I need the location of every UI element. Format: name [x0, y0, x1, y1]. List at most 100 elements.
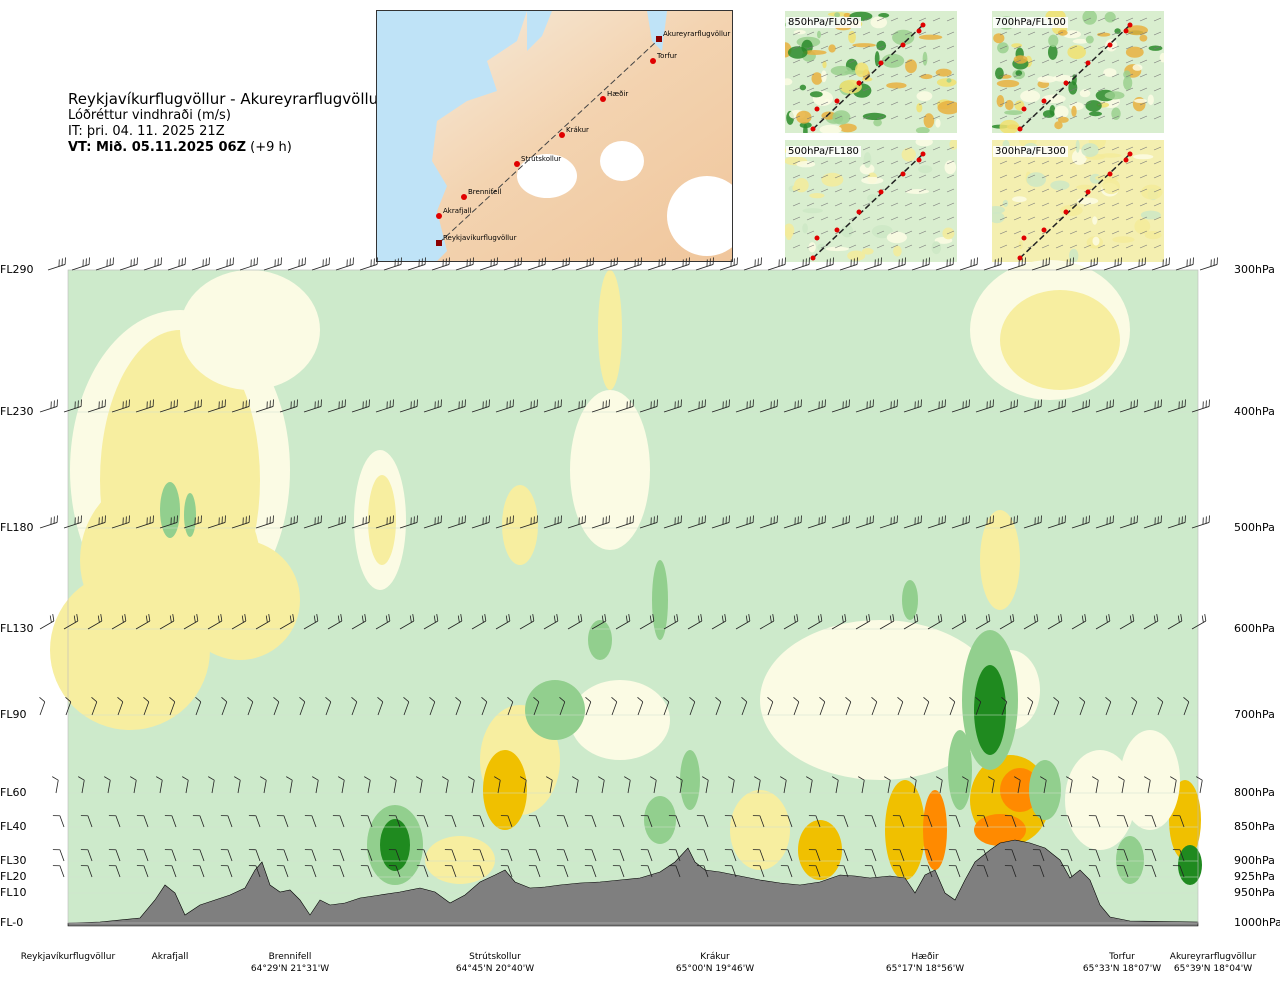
- wind-barb: [839, 264, 858, 271]
- route-line: [438, 40, 658, 244]
- wind-barb: [575, 780, 579, 794]
- wind-barb: [679, 780, 683, 794]
- wind-barb-flag: [182, 776, 189, 781]
- wind-barb: [1173, 780, 1177, 794]
- wind-barb: [549, 780, 553, 794]
- wind-barb: [647, 865, 653, 878]
- wind-barb: [619, 815, 625, 828]
- wind-barb-flag: [416, 776, 423, 781]
- left-axis-label: FL130: [0, 622, 34, 635]
- wind-barb-flag: [892, 614, 895, 622]
- wind-barb: [1179, 849, 1185, 862]
- station-name: Brennifell: [268, 952, 312, 962]
- wind-barb-flag: [1204, 614, 1207, 622]
- wind-barb: [535, 865, 541, 878]
- wind-barb: [71, 264, 90, 271]
- wind-barb: [351, 701, 358, 716]
- wind-barb: [591, 865, 597, 878]
- wind-barb-flag: [988, 776, 995, 781]
- route-point-marker: [656, 36, 662, 42]
- wind-barb: [339, 865, 345, 878]
- vertical-motion-region: [760, 620, 1000, 780]
- wind-barb: [787, 815, 793, 828]
- wind-barb-flag: [819, 696, 826, 703]
- wind-barb: [533, 701, 540, 716]
- left-axis-label: FL20: [0, 870, 27, 883]
- wind-barb: [315, 780, 319, 794]
- wind-barb: [787, 865, 793, 878]
- wind-barb: [479, 815, 485, 828]
- wind-barb: [311, 815, 317, 828]
- wind-barb: [169, 701, 176, 716]
- wind-barb: [911, 264, 930, 271]
- wind-barb-flag: [868, 614, 871, 622]
- wind-barb: [983, 865, 989, 878]
- left-axis-label: FL230: [0, 405, 34, 418]
- wind-barb-flag: [1036, 614, 1039, 622]
- wind-barb: [843, 865, 849, 878]
- wind-barb: [871, 701, 878, 716]
- wind-barb: [451, 815, 457, 828]
- wind-barb-flag: [1170, 776, 1177, 781]
- wind-barb: [59, 815, 65, 828]
- vertical-motion-region: [948, 730, 972, 810]
- wind-barb-flag: [916, 614, 919, 622]
- wind-barb: [383, 264, 402, 271]
- wind-barb: [311, 849, 317, 862]
- vertical-motion-region: [974, 665, 1006, 755]
- wind-barb: [1127, 264, 1146, 271]
- wind-barb-flag: [780, 776, 787, 781]
- wind-barb-flag: [841, 615, 844, 623]
- wind-barb: [899, 865, 905, 878]
- wind-barb: [783, 780, 787, 794]
- wind-barb-flag: [148, 614, 151, 622]
- title-block: Reykjavíkurflugvöllur - Akureyrarflugvöl…: [68, 90, 388, 156]
- wind-barb-flag: [377, 696, 384, 703]
- wind-barb: [143, 849, 149, 862]
- wind-barb: [591, 815, 597, 828]
- wind-barb: [705, 780, 709, 794]
- wind-barb-flag: [312, 776, 319, 781]
- wind-barb-flag: [1040, 776, 1047, 781]
- wind-barb-flag: [767, 696, 774, 703]
- terrain: [67, 839, 1199, 927]
- wind-barb-flag: [806, 776, 813, 781]
- wind-barb-flag: [468, 776, 475, 781]
- wind-barb-flag: [234, 776, 241, 781]
- wind-barb-flag: [1033, 615, 1036, 623]
- wind-barb-flag: [1009, 615, 1012, 623]
- wind-barb: [647, 264, 666, 271]
- wind-barb-flag: [505, 615, 508, 623]
- wind-barb-flag: [889, 615, 892, 623]
- wind-barb-flag: [611, 696, 618, 703]
- wind-barb-flag: [1014, 776, 1021, 781]
- wind-barb: [471, 780, 475, 794]
- wind-barb-flag: [1012, 614, 1015, 622]
- wind-barb-flag: [1196, 776, 1203, 781]
- wind-barb-flag: [796, 614, 799, 622]
- wind-barb-flag: [193, 615, 196, 623]
- wind-barb-flag: [273, 696, 280, 703]
- station-coord: 65°17'N 18°56'W: [885, 964, 965, 974]
- vertical-motion-region: [798, 820, 842, 880]
- wind-barb-flag: [1027, 696, 1034, 703]
- wind-barb-flag: [337, 615, 340, 623]
- mini-map-field: [785, 140, 957, 262]
- wind-barb-flag: [865, 615, 868, 623]
- wind-barb-flag: [529, 615, 532, 623]
- wind-barb-flag: [793, 696, 800, 703]
- wind-barb: [535, 849, 541, 862]
- wind-barb-flag: [196, 614, 199, 622]
- wind-barb: [507, 815, 513, 828]
- wind-barb-flag: [858, 776, 865, 781]
- wind-barb: [563, 815, 569, 828]
- wind-barb: [497, 780, 501, 794]
- wind-barb: [731, 849, 737, 862]
- wind-barb: [741, 701, 748, 716]
- wind-barb: [455, 264, 474, 271]
- wind-barb: [479, 849, 485, 862]
- wind-barb: [1123, 815, 1129, 828]
- wind-barb: [843, 849, 849, 862]
- wind-barb-flag: [286, 776, 293, 781]
- wind-barb: [695, 264, 714, 271]
